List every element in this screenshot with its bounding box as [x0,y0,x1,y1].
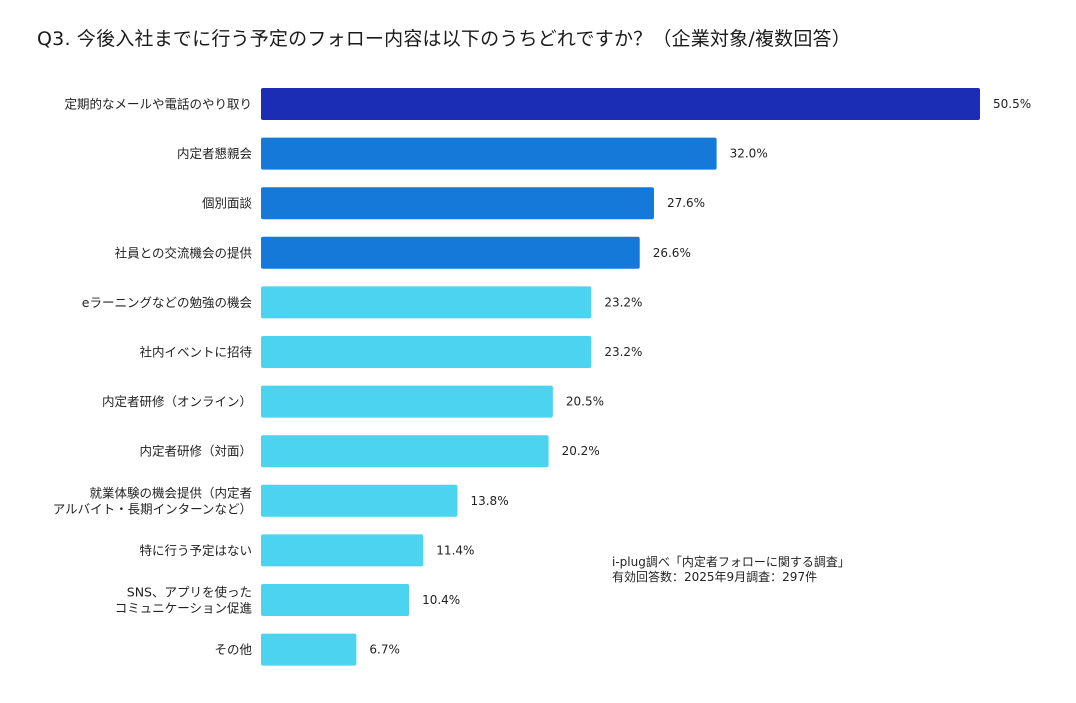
value-label-5: 23.2% [604,345,642,359]
category-label-4: eラーニングなどの勉強の機会 [82,295,253,310]
category-label-1: 内定者懇親会 [177,146,253,161]
bar-7 [261,435,549,468]
bar-2 [261,187,654,220]
value-label-3: 26.6% [653,246,691,260]
bar-4 [261,286,592,319]
category-label-6: 内定者研修（オンライン） [102,394,252,409]
source-note: i-plug調べ「内定者フォローに関する調査」 有効回答数：2025年9月調査：… [612,555,850,585]
bar-11 [261,633,357,666]
value-label-6: 20.5% [566,395,604,409]
category-label-0: 定期的なメールや電話のやり取り [64,97,252,112]
category-label-7: 内定者研修（対面） [139,444,252,459]
category-label-2: 個別面談 [202,196,253,211]
category-label-9: 特に行う予定はない [139,543,252,558]
bar-9 [261,534,424,567]
bar-10 [261,584,410,616]
chart-title: Q3. 今後入社までに行う予定のフォロー内容は以下のうちどれですか？（企業対象/… [37,28,851,50]
bar-0 [261,88,980,120]
bar-1 [261,137,717,170]
bar-3 [261,236,640,269]
value-label-10: 10.4% [422,593,460,607]
bar-8 [261,484,458,517]
bar-6 [261,385,553,418]
category-label-8-line-0: 就業体験の機会提供（内定者 [89,485,252,500]
category-label-5: 社内イベントに招待 [139,345,252,360]
category-label-10-line-0: SNS、アプリを使った [127,585,252,600]
category-label-8-line-1: アルバイト・長期インターンなど） [53,501,252,516]
value-label-2: 27.6% [667,196,705,210]
source-line-2: 有効回答数：2025年9月調査：297件 [612,570,818,584]
value-label-8: 13.8% [470,494,508,508]
value-label-1: 32.0% [730,147,768,161]
category-label-10-line-1: コミュニケーション促進 [115,601,253,616]
value-label-0: 50.5% [993,97,1031,111]
value-label-9: 11.4% [436,543,474,557]
value-label-7: 20.2% [562,444,600,458]
value-label-4: 23.2% [604,295,642,309]
source-line-1: i-plug調べ「内定者フォローに関する調査」 [612,555,850,569]
category-label-3: 社員との交流機会の提供 [115,245,252,260]
value-label-11: 6.7% [369,643,400,657]
bar-5 [261,336,592,368]
category-label-11: その他 [214,642,252,657]
